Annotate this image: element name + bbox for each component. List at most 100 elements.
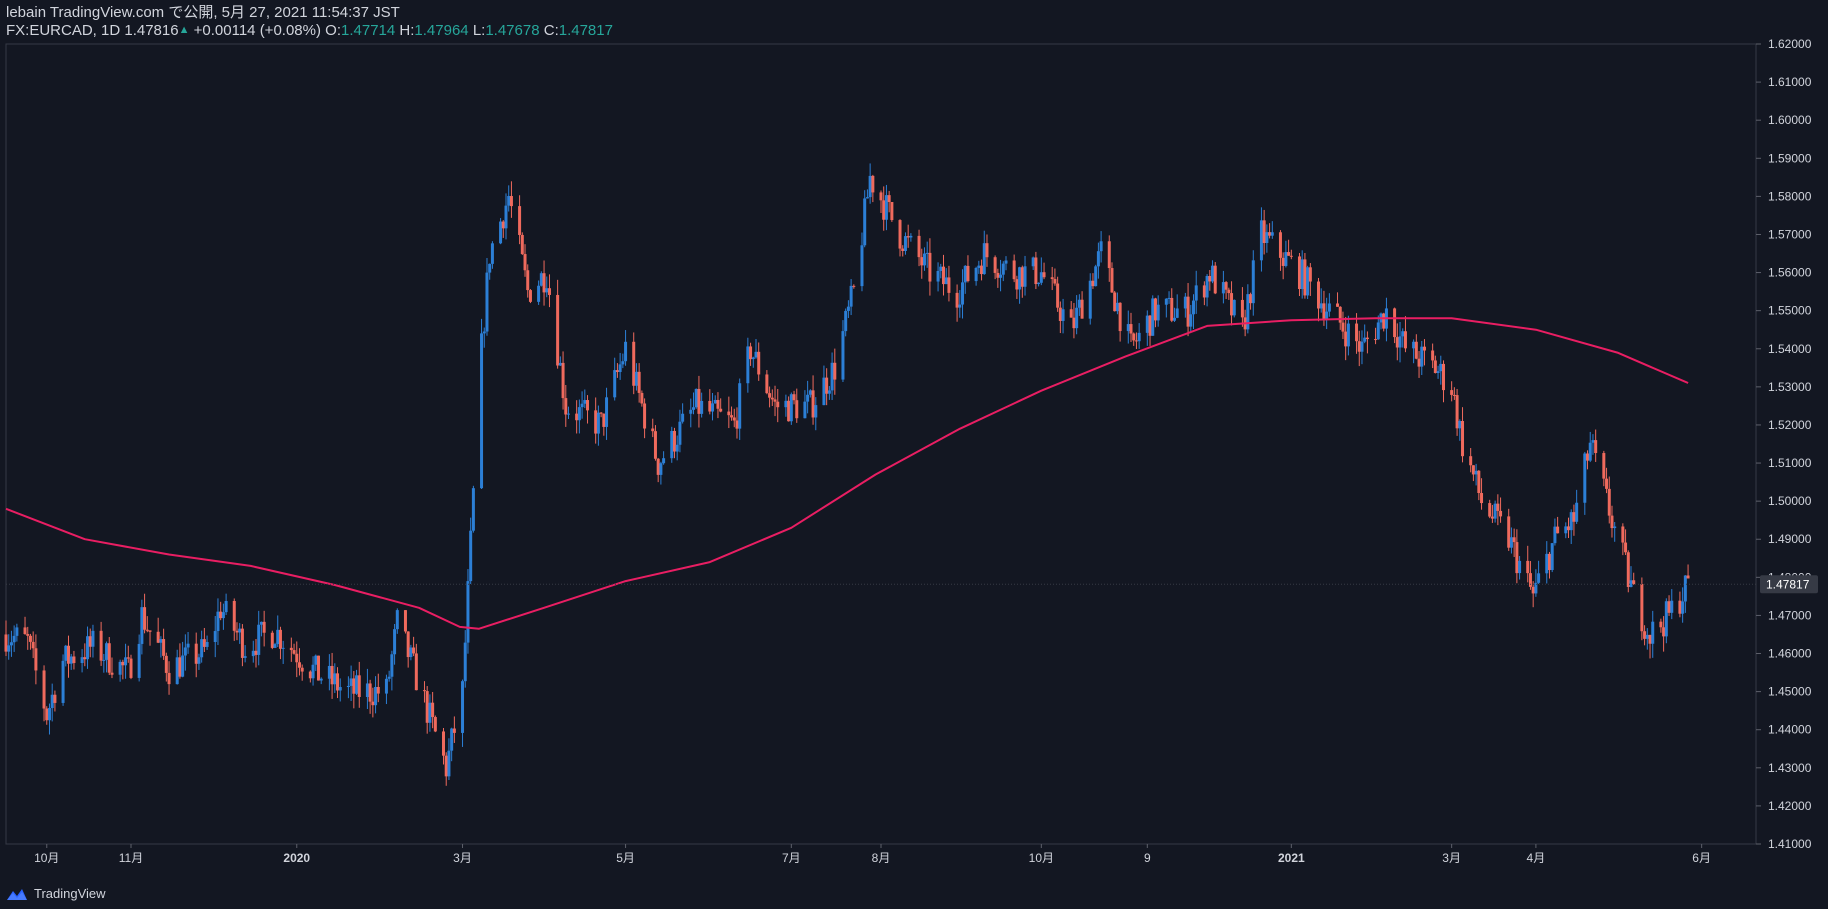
candle-down [297,662,301,668]
candle-down [917,235,921,258]
candle-up [47,708,51,721]
candle-up [713,399,717,404]
candle-down [1072,317,1076,329]
candle-up [621,361,625,365]
candle-up [865,197,869,199]
candle-up [1363,337,1367,342]
candle-up [670,430,674,459]
candle-down [414,653,418,691]
price-axis[interactable]: 1.41000 1.42000 1.43000 1.44000 1.45000 1.460… [1755,37,1812,851]
time-tick-label: 10月 [1029,851,1054,865]
candle-down [235,630,239,633]
candle-up [1164,298,1168,305]
price-tick-label: 1.42000 [1768,799,1812,813]
candle-down [1382,313,1386,329]
candle-down [1249,294,1253,304]
candle-up [1004,260,1008,264]
candle-up [974,267,978,282]
candle-up [1613,526,1617,529]
candle-up [1221,282,1225,294]
candle-up [1346,323,1350,347]
candle-up [624,341,628,362]
candle-down [901,248,905,251]
candle-up [1664,601,1668,637]
candle-up [466,581,470,643]
candle-up [999,274,1003,278]
candle-down [1069,309,1073,318]
candle-down [357,675,361,698]
candle-up [105,643,109,660]
candle-down [121,661,125,666]
price-tick-label: 1.50000 [1768,494,1812,508]
tradingview-brand: TradingView [34,886,106,901]
candle-up [1583,453,1587,503]
candle-up [1629,580,1633,587]
candle-down [1417,358,1421,367]
candle-up [944,277,948,285]
candle-down [632,341,636,386]
candle-down [1213,265,1217,294]
candle-up [488,263,492,273]
candle-up [1553,526,1557,544]
candle-up [1327,303,1331,312]
candle-down [871,175,875,193]
high-value: 1.47964 [414,22,469,39]
candle-down [1480,493,1484,504]
candle-down [1118,302,1122,332]
candle-up [909,235,913,238]
candle-down [518,206,522,235]
candle-down [811,390,815,418]
candle-up [480,333,484,489]
candle-down [289,647,293,651]
price-tick-label: 1.61000 [1768,75,1812,89]
candle-down [1515,542,1519,574]
candle-up [1023,266,1027,287]
time-axis[interactable]: 10月 11月 2020 3月 5月 7月 8月 10月 9 2021 3月 4月 6月 [34,844,1711,865]
candle-down [898,220,902,249]
candle-down [34,648,38,671]
candle-down [1341,322,1345,332]
candle-down [143,607,147,630]
candle-down [1662,627,1666,637]
candle-up [1401,331,1405,337]
candle-up [159,639,163,643]
candle-up [251,650,255,657]
candle-down [1227,289,1231,294]
candle-down [1624,542,1628,553]
candle-up [1398,336,1402,348]
candle-down [1490,516,1494,519]
candle-up [355,675,359,694]
candle-up [1259,220,1263,261]
candle-up [447,750,451,777]
price-tick-label: 1.53000 [1768,380,1812,394]
candle-down [202,639,206,647]
candle-down [1208,276,1212,282]
candle-up [822,377,826,406]
candle-down [1450,390,1454,395]
candle-up [1061,309,1065,321]
ohlc-line: FX:EURCAD, 1D 1.47816▲ +0.00114 (+0.08%)… [6,22,613,41]
candle-up [577,407,581,421]
candle-up [1376,322,1380,340]
candle-down [1659,621,1663,628]
time-tick-label: 6月 [1692,851,1711,865]
candle-down [1303,259,1307,296]
candle-down [23,627,27,635]
candle-up [485,272,489,332]
candle-down [1496,503,1500,511]
candle-down [1455,395,1459,429]
candle-down [1586,453,1590,461]
candle-up [814,405,818,418]
candle-up [558,362,562,366]
candle-down [1477,470,1481,494]
candle-up [849,285,853,307]
candle-up [409,647,413,658]
candle-down [300,667,304,672]
candle-down [509,196,513,207]
candle-up [694,388,698,408]
candle-down [602,413,606,427]
candle-up [958,304,962,308]
candle-up [7,645,11,652]
candle-down [882,200,886,220]
